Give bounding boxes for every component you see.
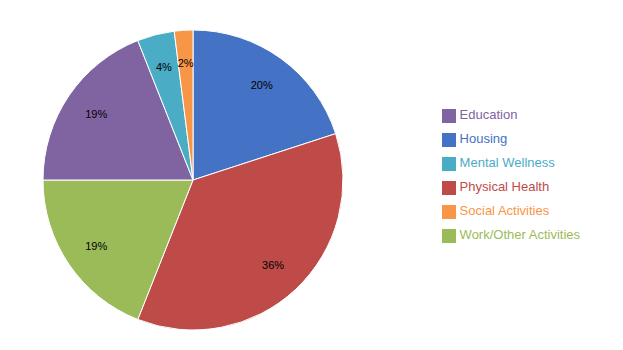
svg-text:36%: 36%: [262, 259, 284, 271]
html-text:Education: Education: [459, 107, 518, 122]
html-text:Housing: Housing: [459, 131, 508, 146]
svg-text:20%: 20%: [251, 79, 273, 91]
html-text:Social Activities: Social Activities: [459, 203, 550, 218]
svg-text:19%: 19%: [85, 240, 107, 252]
html-text:Mental Wellness: Mental Wellness: [459, 155, 555, 170]
html-text:Physical Health: Physical Health: [459, 179, 550, 194]
svg-text:4%: 4%: [156, 61, 172, 73]
html-text:Work/Other Activities: Work/Other Activities: [459, 227, 580, 242]
svg-text:2%: 2%: [178, 57, 194, 69]
svg-text:19%: 19%: [85, 108, 107, 120]
